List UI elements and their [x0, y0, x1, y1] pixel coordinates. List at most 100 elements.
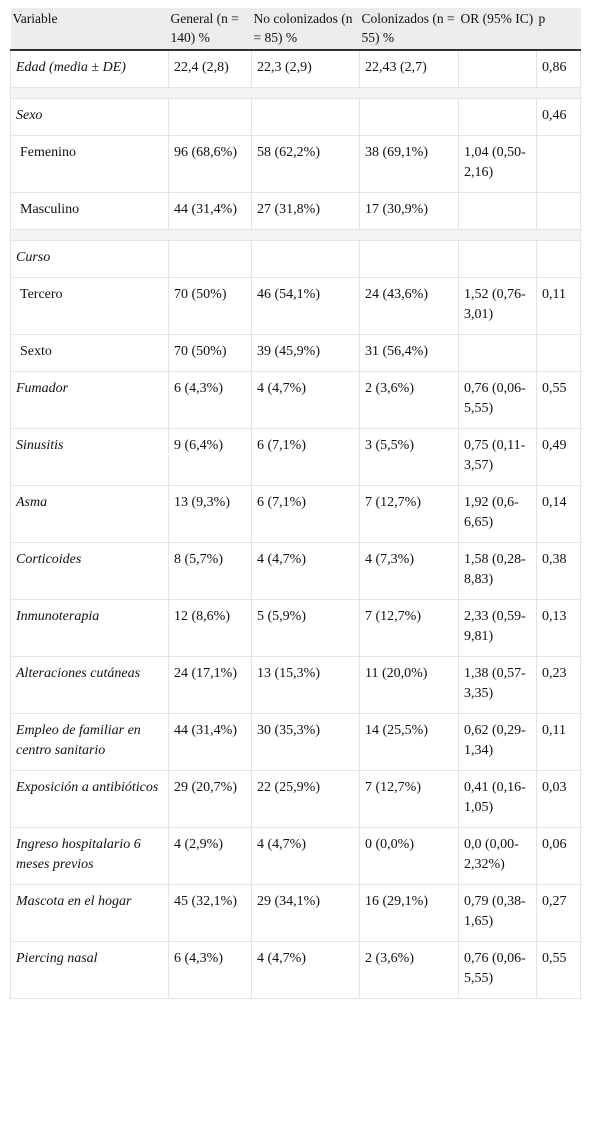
- value-cell: 27 (31,8%): [251, 192, 360, 230]
- value-cell: 0,27: [536, 884, 581, 942]
- value-cell: 0,13: [536, 599, 581, 657]
- value-cell: 4 (4,7%): [251, 827, 360, 885]
- table-row: Empleo de familiar en centro sanitario 44…: [10, 713, 581, 771]
- header-cell: No colonizados (n = 85) %: [251, 8, 360, 51]
- value-cell: 0,11: [536, 277, 581, 335]
- value-cell: 0 (0,0%): [359, 827, 459, 885]
- value-cell: 1,52 (0,76-3,01): [458, 277, 537, 335]
- value-cell: 11 (20,0%): [359, 656, 459, 714]
- variable-cell: Corticoides: [10, 542, 169, 600]
- value-cell: 0,03: [536, 770, 581, 828]
- table-row: Curso: [10, 240, 581, 278]
- variable-cell: Sexo: [10, 98, 169, 136]
- value-cell: 16 (29,1%): [359, 884, 459, 942]
- value-cell: 0,23: [536, 656, 581, 714]
- table-row: Sexto 70 (50%) 39 (45,9%) 31 (56,4%): [10, 334, 581, 372]
- value-cell: 0,76 (0,06-5,55): [458, 371, 537, 429]
- value-cell: 29 (34,1%): [251, 884, 360, 942]
- header-cell: General (n = 140) %: [168, 8, 252, 51]
- variable-cell: Femenino: [10, 135, 169, 193]
- value-cell: 6 (7,1%): [251, 485, 360, 543]
- value-cell: [536, 240, 581, 278]
- value-cell: 22 (25,9%): [251, 770, 360, 828]
- variable-cell: Edad (media ± DE): [10, 49, 169, 88]
- table-row: Sexo 0,46: [10, 98, 581, 136]
- header-cell: p: [536, 8, 581, 51]
- value-cell: 5 (5,9%): [251, 599, 360, 657]
- value-cell: [251, 98, 360, 136]
- value-cell: 0,11: [536, 713, 581, 771]
- value-cell: 9 (6,4%): [168, 428, 252, 486]
- value-cell: 0,75 (0,11-3,57): [458, 428, 537, 486]
- variable-cell: Ingreso hospitalario 6 meses previos: [10, 827, 169, 885]
- value-cell: 3 (5,5%): [359, 428, 459, 486]
- variable-cell: Fumador: [10, 371, 169, 429]
- value-cell: 29 (20,7%): [168, 770, 252, 828]
- variable-cell: Mascota en el hogar: [10, 884, 169, 942]
- variable-cell: Sexto: [10, 334, 169, 372]
- table-row: Edad (media ± DE) 22,4 (2,8) 22,3 (2,9) 22,…: [10, 49, 581, 88]
- value-cell: 0,55: [536, 941, 581, 999]
- value-cell: [458, 240, 537, 278]
- value-cell: 24 (43,6%): [359, 277, 459, 335]
- value-cell: 30 (35,3%): [251, 713, 360, 771]
- value-cell: 0,06: [536, 827, 581, 885]
- value-cell: 22,3 (2,9): [251, 49, 360, 88]
- value-cell: 0,38: [536, 542, 581, 600]
- variable-cell: Sinusitis: [10, 428, 169, 486]
- value-cell: 58 (62,2%): [251, 135, 360, 193]
- value-cell: 96 (68,6%): [168, 135, 252, 193]
- table-row: Femenino 96 (68,6%) 58 (62,2%) 38 (69,1%) 1,…: [10, 135, 581, 193]
- value-cell: 12 (8,6%): [168, 599, 252, 657]
- value-cell: 8 (5,7%): [168, 542, 252, 600]
- table-row: Alteraciones cutáneas 24 (17,1%) 13 (15,3%…: [10, 656, 581, 714]
- value-cell: 31 (56,4%): [359, 334, 459, 372]
- value-cell: 0,86: [536, 49, 581, 88]
- value-cell: 2 (3,6%): [359, 371, 459, 429]
- value-cell: 17 (30,9%): [359, 192, 459, 230]
- header-row: Variable General (n = 140) % No colonizado…: [10, 8, 581, 51]
- table-row: Inmunoterapia 12 (8,6%) 5 (5,9%) 7 (12,7%) 2…: [10, 599, 581, 657]
- value-cell: 2,33 (0,59-9,81): [458, 599, 537, 657]
- value-cell: 70 (50%): [168, 277, 252, 335]
- variable-cell: Exposición a antibióticos: [10, 770, 169, 828]
- variable-cell: Empleo de familiar en centro sanitario: [10, 713, 169, 771]
- value-cell: 4 (4,7%): [251, 371, 360, 429]
- spacer-row: [10, 87, 581, 99]
- value-cell: [168, 240, 252, 278]
- variable-cell: Alteraciones cutáneas: [10, 656, 169, 714]
- value-cell: [536, 334, 581, 372]
- table-row: Exposición a antibióticos 29 (20,7%) 22 (2…: [10, 770, 581, 828]
- value-cell: 7 (12,7%): [359, 599, 459, 657]
- variable-cell: Piercing nasal: [10, 941, 169, 999]
- value-cell: 0,76 (0,06-5,55): [458, 941, 537, 999]
- table-body: Edad (media ± DE) 22,4 (2,8) 22,3 (2,9) 22,…: [10, 49, 581, 999]
- value-cell: [458, 334, 537, 372]
- value-cell: 4 (4,7%): [251, 542, 360, 600]
- value-cell: 4 (7,3%): [359, 542, 459, 600]
- value-cell: 7 (12,7%): [359, 485, 459, 543]
- value-cell: 38 (69,1%): [359, 135, 459, 193]
- value-cell: 7 (12,7%): [359, 770, 459, 828]
- value-cell: 6 (4,3%): [168, 941, 252, 999]
- variable-cell: Tercero: [10, 277, 169, 335]
- value-cell: 44 (31,4%): [168, 713, 252, 771]
- value-cell: 1,04 (0,50-2,16): [458, 135, 537, 193]
- data-table: Variable General (n = 140) % No colonizado…: [10, 8, 581, 999]
- value-cell: 4 (4,7%): [251, 941, 360, 999]
- header-cell: Colonizados (n = 55) %: [359, 8, 459, 51]
- value-cell: 1,38 (0,57-3,35): [458, 656, 537, 714]
- value-cell: 70 (50%): [168, 334, 252, 372]
- value-cell: 0,49: [536, 428, 581, 486]
- value-cell: [536, 192, 581, 230]
- table-row: Corticoides 8 (5,7%) 4 (4,7%) 4 (7,3%) 1,58 …: [10, 542, 581, 600]
- value-cell: 13 (9,3%): [168, 485, 252, 543]
- value-cell: 14 (25,5%): [359, 713, 459, 771]
- value-cell: 0,0 (0,00-2,32%): [458, 827, 537, 885]
- value-cell: [458, 49, 537, 88]
- table-row: Sinusitis 9 (6,4%) 6 (7,1%) 3 (5,5%) 0,75 (0…: [10, 428, 581, 486]
- table-row: Asma 13 (9,3%) 6 (7,1%) 7 (12,7%) 1,92 (0,6-…: [10, 485, 581, 543]
- value-cell: 44 (31,4%): [168, 192, 252, 230]
- variable-cell: Inmunoterapia: [10, 599, 169, 657]
- value-cell: [458, 192, 537, 230]
